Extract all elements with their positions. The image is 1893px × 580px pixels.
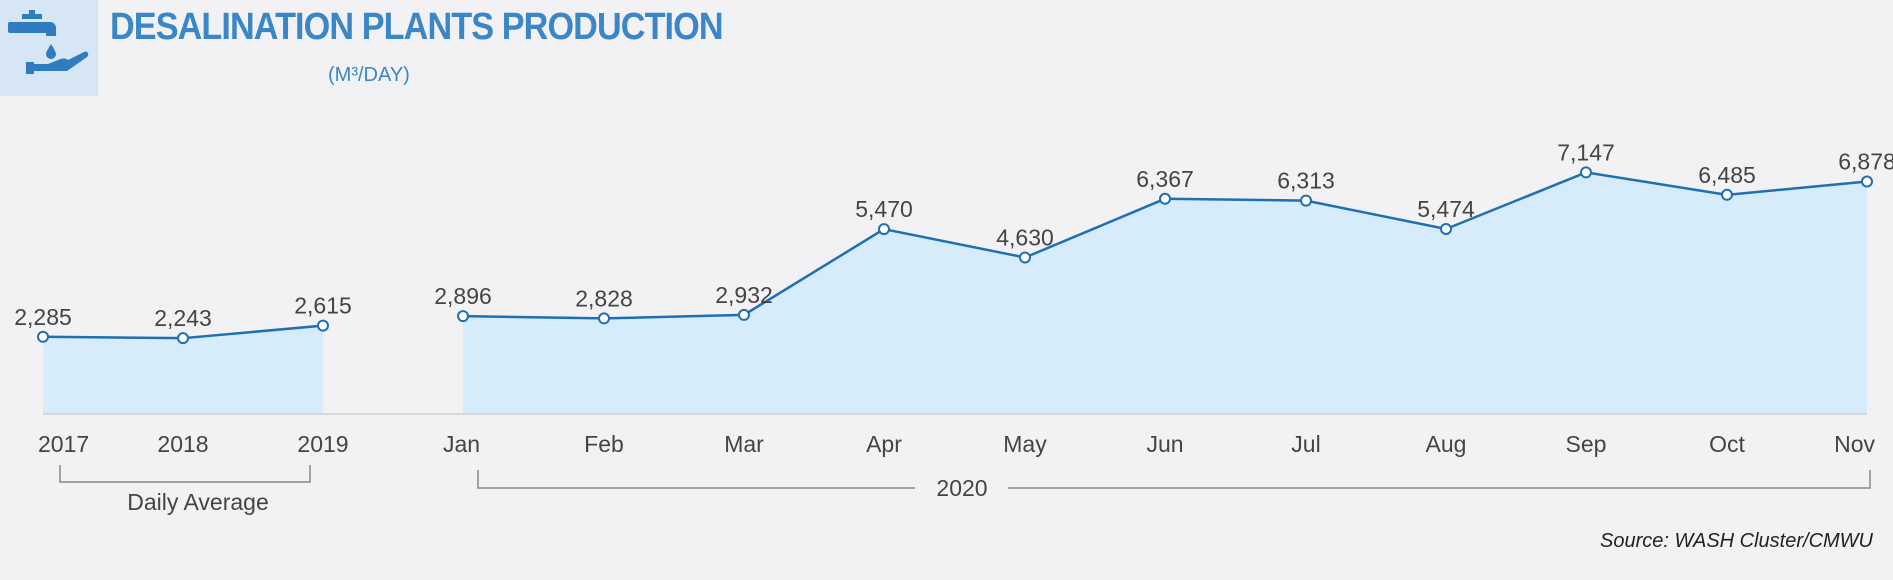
- data-point: [1440, 222, 1452, 235]
- header-icon-box: [0, 0, 98, 96]
- data-label: 6,485: [1698, 162, 1756, 188]
- data-label: 7,147: [1557, 139, 1615, 165]
- data-point: [177, 332, 189, 345]
- water-tap-hand-icon: [8, 10, 89, 74]
- series-area: [463, 172, 1867, 414]
- data-point: [878, 223, 890, 236]
- data-label: 2,828: [575, 285, 633, 311]
- data-point: [598, 312, 610, 325]
- data-label: 6,367: [1136, 166, 1194, 192]
- data-point: [37, 330, 49, 343]
- data-label: 2,285: [14, 304, 72, 330]
- data-label: 2,896: [434, 283, 492, 309]
- x-tick-label: 2017: [38, 431, 89, 457]
- data-point: [1019, 251, 1031, 264]
- x-tick-label: 2019: [297, 431, 348, 457]
- x-tick-label: Mar: [724, 431, 764, 457]
- data-label: 2,243: [154, 305, 212, 331]
- x-tick-label: Nov: [1834, 431, 1875, 457]
- data-label: 6,313: [1277, 168, 1335, 194]
- group-label: 2020: [936, 475, 987, 501]
- data-label: 6,878: [1838, 149, 1893, 175]
- x-tick-label: Sep: [1566, 431, 1607, 457]
- x-tick-label: Jun: [1146, 431, 1183, 457]
- data-label: 5,474: [1417, 196, 1475, 222]
- x-tick-label: Jan: [443, 431, 480, 457]
- group-bracket: [477, 470, 1871, 489]
- group-bracket: [59, 465, 311, 483]
- x-tick-label: Jul: [1291, 431, 1320, 457]
- data-point: [1721, 188, 1733, 201]
- x-tick-label: 2018: [157, 431, 208, 457]
- chart-title: DESALINATION PLANTS PRODUCTION: [110, 6, 724, 48]
- series-area: [43, 325, 323, 414]
- data-point: [1300, 194, 1312, 207]
- data-label: 2,615: [294, 293, 352, 319]
- x-tick-label: May: [1003, 431, 1047, 457]
- source-note: Source: WASH Cluster/CMWU: [1599, 530, 1873, 552]
- data-label: 5,470: [855, 196, 913, 222]
- x-tick-label: Oct: [1709, 431, 1745, 457]
- data-point: [317, 319, 329, 332]
- data-point: [1159, 192, 1171, 205]
- data-label: 4,630: [996, 225, 1054, 251]
- data-label: 2,932: [715, 282, 773, 308]
- chart-subtitle: (M³/DAY): [328, 64, 410, 86]
- group-label: Daily Average: [127, 489, 269, 515]
- x-tick-label: Feb: [584, 431, 624, 457]
- data-point: [1861, 175, 1873, 188]
- data-point: [738, 308, 750, 321]
- data-point: [457, 310, 469, 323]
- data-point: [1580, 166, 1592, 179]
- x-tick-label: Aug: [1426, 431, 1467, 457]
- x-tick-label: Apr: [866, 431, 902, 457]
